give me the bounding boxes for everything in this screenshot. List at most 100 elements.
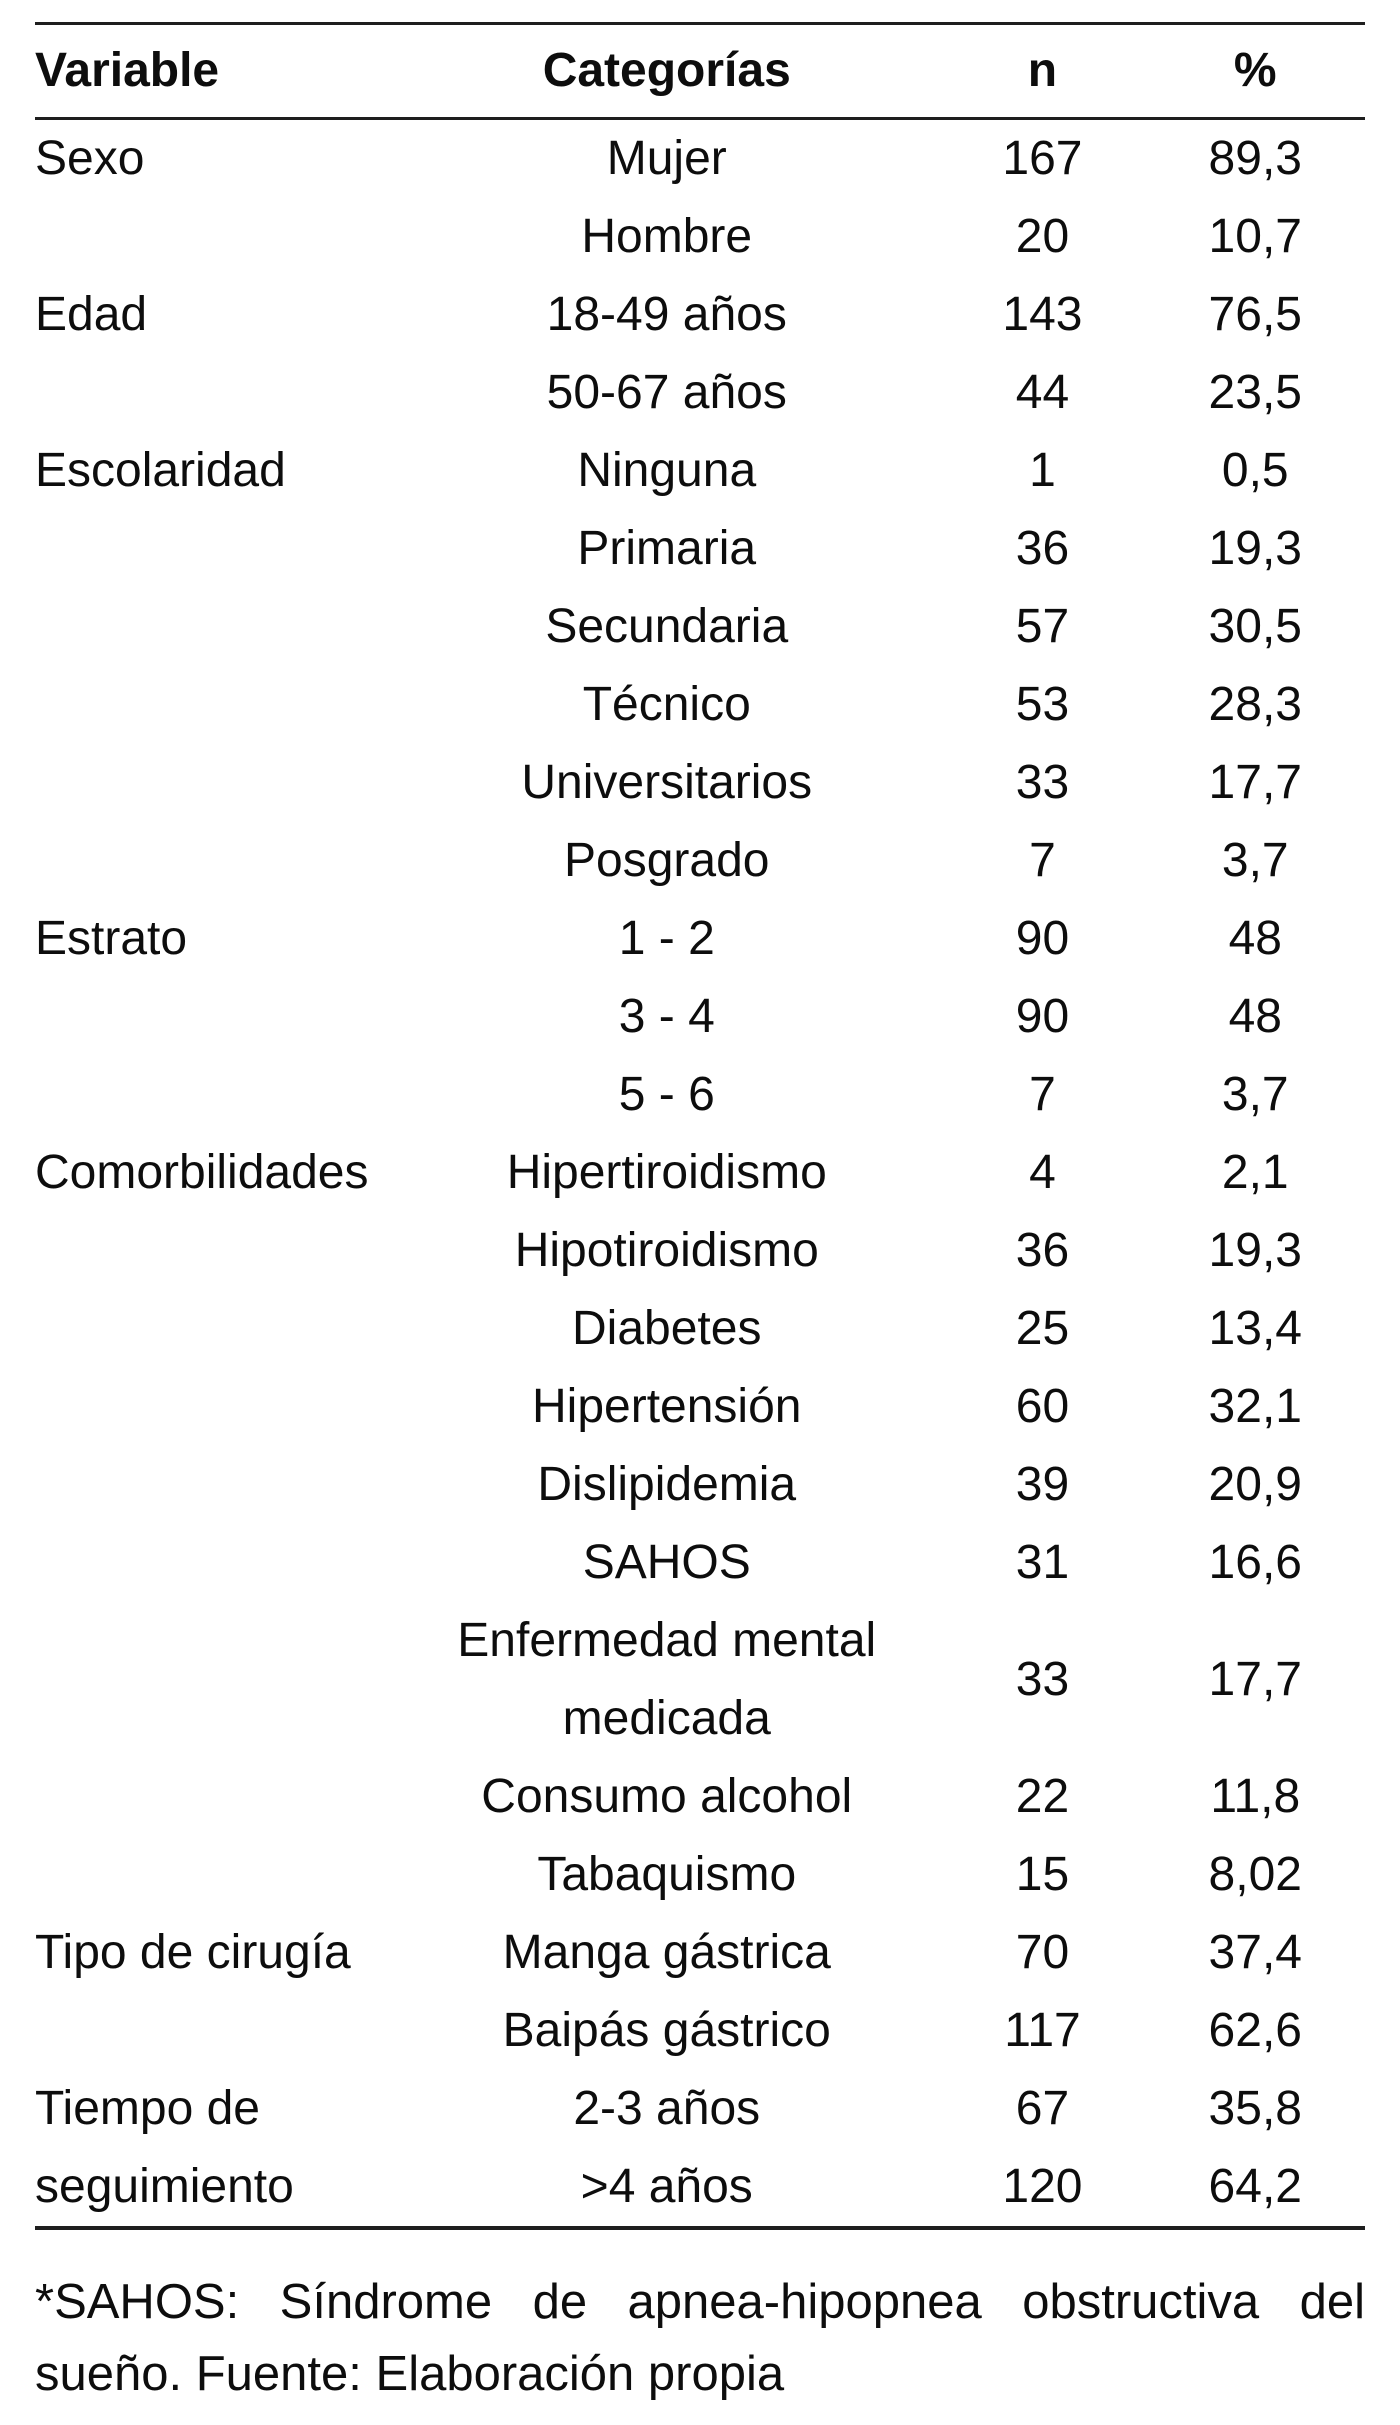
pct-cell: 16,6 (1208, 1536, 1302, 1589)
pct-cell: 30,5 (1208, 600, 1302, 653)
n-cell: 7 (1029, 1068, 1056, 1121)
table-row: Sexo Mujer 167 89,3 (35, 119, 1365, 199)
header-pct: % (1145, 23, 1365, 120)
category-cell: 5 - 6 (618, 1068, 715, 1121)
category-cell: Primaria (577, 522, 757, 575)
table-row: Posgrado 7 3,7 (35, 822, 1365, 900)
pct-cell: 17,7 (1208, 756, 1302, 809)
table-row: Edad 18-49 años 143 76,5 (35, 276, 1365, 354)
category-cell: Diabetes (572, 1302, 762, 1355)
n-cell: 60 (1015, 1380, 1070, 1433)
n-cell: 33 (1015, 1653, 1070, 1706)
pct-cell: 17,7 (1208, 1653, 1302, 1706)
n-cell: 20 (1015, 210, 1070, 263)
category-cell: Tabaquismo (537, 1848, 797, 1901)
table-row: Secundaria 57 30,5 (35, 588, 1365, 666)
table-row: Hipertensión 60 32,1 (35, 1368, 1365, 1446)
variable-cell: Tiempo de seguimiento (35, 2082, 294, 2213)
category-cell: 1 - 2 (618, 912, 715, 965)
n-cell: 117 (1004, 2004, 1081, 2057)
table-row: Primaria 36 19,3 (35, 510, 1365, 588)
pct-cell: 48 (1228, 990, 1282, 1043)
table-row: >4 años 120 64,2 (35, 2148, 1365, 2228)
table-row: Diabetes 25 13,4 (35, 1290, 1365, 1368)
pct-cell: 3,7 (1221, 834, 1289, 887)
pct-cell: 11,8 (1210, 1770, 1301, 1823)
table-row: Tabaquismo 15 8,02 (35, 1836, 1365, 1914)
header-row: Variable Categorías n % (35, 23, 1365, 120)
n-cell: 120 (1002, 2160, 1083, 2213)
pct-cell: 20,9 (1208, 1458, 1302, 1511)
category-cell: Ninguna (577, 444, 757, 497)
pct-cell: 76,5 (1208, 288, 1302, 341)
n-cell: 36 (1015, 522, 1070, 575)
category-cell: Posgrado (564, 834, 770, 887)
pct-cell: 10,7 (1208, 210, 1302, 263)
category-cell: Consumo alcohol (481, 1770, 853, 1823)
category-cell: Universitarios (521, 756, 813, 809)
category-cell: Hombre (581, 210, 753, 263)
n-cell: 4 (1029, 1146, 1056, 1199)
category-cell: SAHOS (582, 1536, 751, 1589)
n-cell: 44 (1015, 366, 1070, 419)
header-n: n (939, 23, 1146, 120)
category-cell: Manga gástrica (502, 1926, 831, 1979)
pct-cell: 48 (1228, 912, 1282, 965)
n-cell: 39 (1015, 1458, 1070, 1511)
pct-cell: 89,3 (1208, 132, 1302, 185)
n-cell: 70 (1015, 1926, 1070, 1979)
pct-cell: 8,02 (1208, 1848, 1302, 1901)
table-footnote: *SAHOS: Síndrome de apnea-hipopnea obstr… (35, 2275, 1365, 2401)
pct-cell: 0,5 (1221, 444, 1289, 497)
n-cell: 90 (1015, 912, 1070, 965)
category-cell: Secundaria (545, 600, 789, 653)
category-cell: Enfermedad mental medicada (457, 1614, 877, 1745)
pct-cell: 3,7 (1221, 1068, 1289, 1121)
n-cell: 1 (1029, 444, 1056, 497)
table-row: 50-67 años 44 23,5 (35, 354, 1365, 432)
pct-cell: 19,3 (1208, 522, 1302, 575)
n-cell: 167 (1002, 132, 1083, 185)
pct-cell: 2,1 (1221, 1146, 1289, 1199)
pct-cell: 64,2 (1208, 2160, 1302, 2213)
n-cell: 15 (1015, 1848, 1070, 1901)
pct-cell: 23,5 (1208, 366, 1302, 419)
category-cell: 3 - 4 (618, 990, 715, 1043)
n-cell: 36 (1015, 1224, 1070, 1277)
variable-cell: Estrato (35, 912, 188, 965)
table-row: Consumo alcohol 22 11,8 (35, 1758, 1365, 1836)
category-cell: 18-49 años (546, 288, 787, 341)
category-cell: Técnico (582, 678, 751, 731)
table-row: 3 - 4 90 48 (35, 978, 1365, 1056)
table-row: Estrato 1 - 2 90 48 (35, 900, 1365, 978)
table-row: Hombre 20 10,7 (35, 198, 1365, 276)
table-row: Técnico 53 28,3 (35, 666, 1365, 744)
variable-cell: Sexo (35, 132, 145, 185)
n-cell: 7 (1029, 834, 1056, 887)
n-cell: 67 (1015, 2082, 1070, 2135)
header-variable: Variable (35, 23, 395, 120)
category-cell: Hipertiroidismo (506, 1146, 827, 1199)
n-cell: 90 (1015, 990, 1070, 1043)
pct-cell: 32,1 (1208, 1380, 1302, 1433)
table-row: Dislipidemia 39 20,9 (35, 1446, 1365, 1524)
category-cell: Hipotiroidismo (514, 1224, 819, 1277)
demographics-table: Variable Categorías n % Sexo Mujer 167 89,3… (35, 22, 1365, 2230)
category-cell: Mujer (606, 132, 727, 185)
table-body: Sexo Mujer 167 89,3 Hombre 20 10,7 Edad 18-49 añ… (35, 119, 1365, 2229)
variable-cell: Escolaridad (35, 444, 286, 497)
n-cell: 33 (1015, 756, 1070, 809)
table-row: Universitarios 33 17,7 (35, 744, 1365, 822)
variable-cell: Edad (35, 288, 148, 341)
category-cell: 2-3 años (573, 2082, 761, 2135)
pct-cell: 62,6 (1208, 2004, 1302, 2057)
table-row: Tiempo de seguimiento 2-3 años 67 35,8 (35, 2070, 1365, 2213)
n-cell: 31 (1015, 1536, 1070, 1589)
table-row: Comorbilidades Hipertiroidismo 4 2,1 (35, 1134, 1365, 1212)
category-cell: Baipás gástrico (502, 2004, 831, 2057)
n-cell: 22 (1015, 1770, 1070, 1823)
pct-cell: 28,3 (1208, 678, 1302, 731)
pct-cell: 35,8 (1208, 2082, 1302, 2135)
category-cell: Hipertensión (532, 1380, 802, 1433)
variable-cell: Comorbilidades (35, 1146, 369, 1199)
